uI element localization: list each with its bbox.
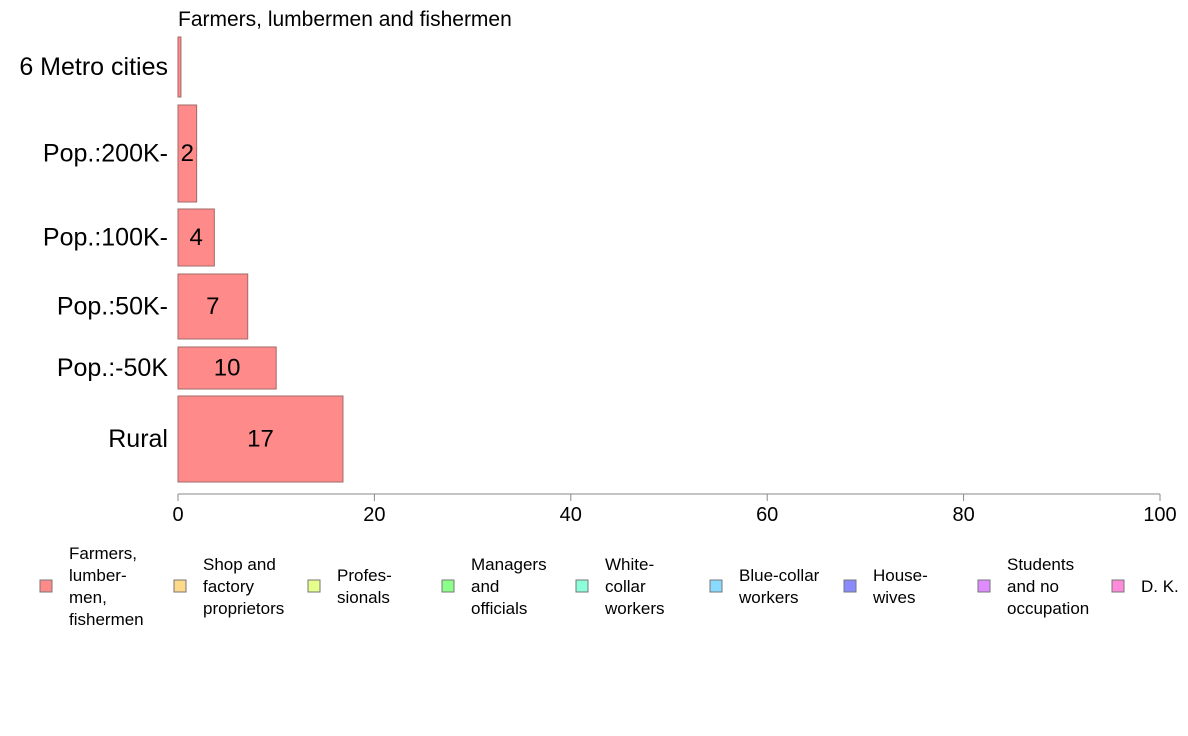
x-tick-label: 20 bbox=[363, 504, 385, 526]
legend-item: Students and no occupation bbox=[977, 555, 1089, 618]
legend-item: Farmers, lumber-men, fishermen bbox=[39, 544, 144, 629]
category-labels: 6 Metro cities Pop.:200K- Pop.:100K- Pop.:5… bbox=[19, 53, 168, 453]
legend-label: Farmers, lumber-men, fishermen bbox=[69, 544, 144, 629]
x-tick-label: 100 bbox=[1143, 504, 1176, 526]
legend-swatch bbox=[709, 579, 723, 593]
bar bbox=[177, 395, 344, 483]
x-tick-label: 60 bbox=[756, 504, 778, 526]
bar bbox=[177, 208, 215, 267]
legend-label: Managers and officials bbox=[471, 555, 547, 618]
bar bbox=[177, 36, 182, 98]
data-label: 2 bbox=[181, 140, 194, 167]
bars-layer bbox=[177, 36, 344, 483]
category-label: Pop.:200K- bbox=[43, 140, 168, 168]
legend-item: Shop and factory proprietors bbox=[173, 555, 284, 618]
legend: Farmers, lumber-men, fishermen Shop and fact… bbox=[39, 544, 1179, 629]
data-label: 10 bbox=[214, 355, 241, 382]
legend-label: Blue-collar workers bbox=[738, 566, 820, 607]
legend-label: House-wives bbox=[872, 566, 928, 607]
legend-item: D. K. bbox=[1111, 577, 1179, 596]
category-label: Rural bbox=[108, 425, 168, 453]
x-tick-label: 80 bbox=[952, 504, 974, 526]
legend-item: White-collar workers bbox=[575, 555, 665, 618]
legend-item: Managers and officials bbox=[441, 555, 547, 618]
legend-swatch bbox=[39, 579, 53, 593]
category-label: Pop.:50K- bbox=[57, 293, 168, 321]
legend-swatch bbox=[977, 579, 991, 593]
legend-swatch bbox=[843, 579, 857, 593]
chart-title: Farmers, lumbermen and fishermen bbox=[178, 8, 512, 31]
legend-label: Shop and factory proprietors bbox=[203, 555, 284, 618]
data-label: 17 bbox=[247, 426, 274, 453]
category-label: Pop.:100K- bbox=[43, 224, 168, 252]
legend-swatch bbox=[1111, 579, 1125, 593]
data-label: 7 bbox=[206, 293, 219, 320]
x-tick-label: 0 bbox=[172, 504, 183, 526]
legend-swatch bbox=[173, 579, 187, 593]
data-label: 4 bbox=[189, 224, 202, 251]
x-axis: 0 20 40 60 80 100 bbox=[172, 493, 1177, 526]
category-label: 6 Metro cities bbox=[19, 53, 168, 81]
legend-label: White-collar workers bbox=[604, 555, 665, 618]
bar bbox=[177, 346, 277, 390]
bar bbox=[177, 104, 198, 203]
legend-swatch bbox=[441, 579, 455, 593]
legend-item: Profes-sionals bbox=[307, 566, 392, 607]
category-label: Pop.:-50K bbox=[57, 354, 169, 382]
legend-label: D. K. bbox=[1141, 577, 1179, 596]
legend-label: Profes-sionals bbox=[337, 566, 392, 607]
bar bbox=[177, 273, 249, 340]
x-tick-label: 40 bbox=[560, 504, 582, 526]
legend-item: Blue-collar workers bbox=[709, 566, 820, 607]
legend-swatch bbox=[307, 579, 321, 593]
legend-item: House-wives bbox=[843, 566, 928, 607]
legend-swatch bbox=[575, 579, 589, 593]
legend-label: Students and no occupation bbox=[1007, 555, 1089, 618]
value-labels: 2 4 7 10 17 bbox=[181, 140, 274, 453]
